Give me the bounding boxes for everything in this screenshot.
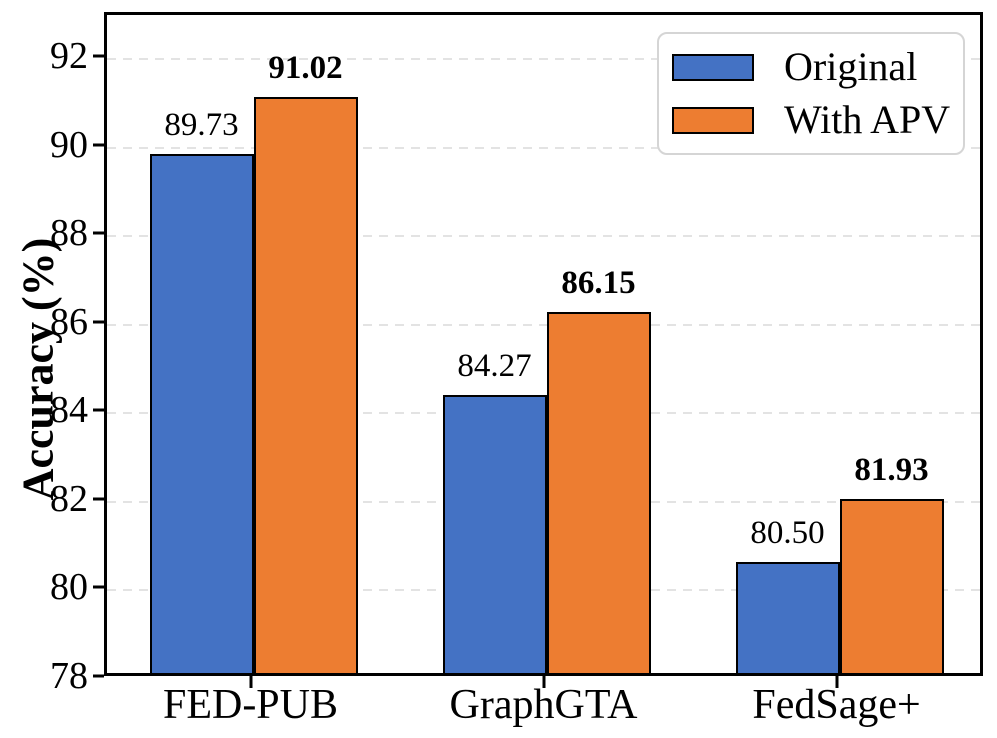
bar-value-label: 81.93: [854, 452, 929, 489]
bar-original: [735, 562, 840, 673]
y-tick-label: 78: [50, 655, 88, 697]
gridline: [107, 323, 980, 326]
x-category-label: GraphGTA: [449, 682, 638, 728]
legend-item-original: Original: [672, 47, 963, 87]
bar-original: [442, 395, 547, 673]
gridline: [107, 58, 980, 61]
legend-swatch-original: [672, 53, 754, 81]
y-tick-mark: [93, 674, 104, 678]
legend: Original With APV: [657, 32, 965, 155]
y-tick-label: 86: [50, 300, 88, 343]
y-tick-label: 90: [50, 123, 88, 166]
y-tick-mark: [93, 408, 104, 412]
bar-value-label: 91.02: [268, 49, 343, 86]
y-axis-label: Accuracy (%): [13, 237, 63, 501]
x-tick-mark: [542, 676, 545, 688]
bar-with-apv: [839, 499, 944, 673]
legend-label-original: Original: [784, 44, 918, 89]
bar-with-apv: [253, 96, 358, 673]
y-tick-mark: [93, 54, 104, 58]
legend-swatch-with-apv: [672, 106, 754, 134]
y-tick-mark: [93, 143, 104, 147]
bar-value-label: 86.15: [561, 265, 636, 302]
y-tick-label: 80: [50, 566, 88, 609]
bar-original: [149, 153, 254, 673]
y-tick-label: 92: [50, 35, 88, 78]
bar-value-label: 80.50: [750, 515, 825, 552]
gridline: [107, 235, 980, 238]
y-tick-label: 84: [50, 389, 88, 432]
legend-label-with-apv: With APV: [784, 97, 951, 142]
gridline: [107, 146, 980, 149]
y-tick-mark: [93, 497, 104, 501]
y-tick-label: 82: [50, 477, 88, 520]
bar-value-label: 84.27: [457, 348, 532, 385]
y-tick-mark: [93, 231, 104, 235]
x-category-label: FedSage+: [752, 682, 921, 728]
y-tick-mark: [93, 585, 104, 589]
bar-with-apv: [546, 312, 651, 673]
legend-item-with-apv: With APV: [672, 100, 963, 140]
y-tick-label: 88: [50, 212, 88, 255]
x-tick-mark: [835, 676, 838, 688]
bar-value-label: 89.73: [164, 106, 239, 143]
x-category-label: FED-PUB: [162, 682, 339, 728]
x-tick-mark: [249, 676, 252, 688]
y-tick-mark: [93, 320, 104, 324]
